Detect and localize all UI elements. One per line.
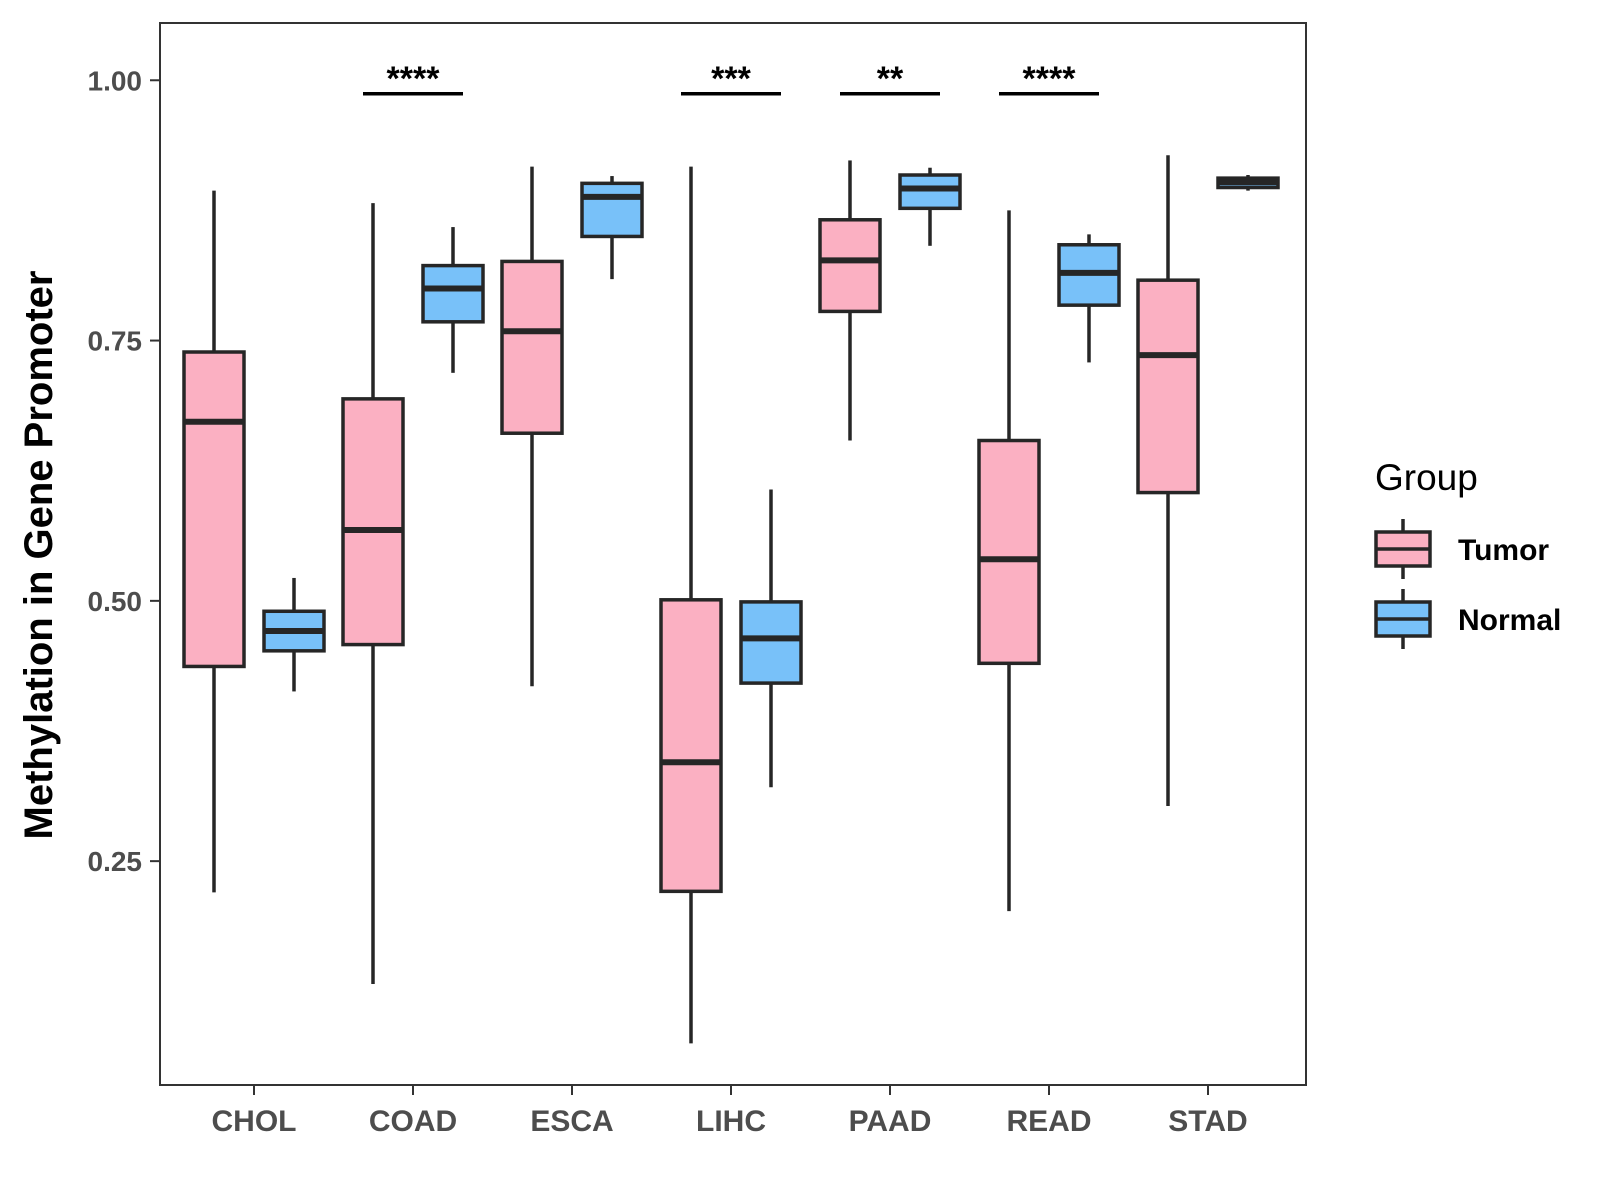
box-tumor-stad	[1136, 155, 1200, 806]
box-normal-chol	[262, 577, 326, 692]
x-tick-label: PAAD	[849, 1105, 932, 1138]
box-normal-read	[1057, 234, 1121, 363]
legend-label-tumor: Tumor	[1458, 534, 1549, 567]
box-body	[898, 173, 962, 211]
legend: Group Tumor Normal	[1374, 457, 1561, 649]
box-series	[182, 155, 1280, 1044]
box-body	[341, 397, 405, 647]
box-body	[580, 181, 644, 239]
box-tumor-paad	[818, 160, 882, 441]
box-body	[659, 598, 723, 894]
y-tick-label: 0.75	[88, 326, 143, 357]
box-tumor-coad	[341, 203, 405, 985]
box-body	[739, 600, 803, 685]
x-axis: CHOL COAD ESCA LIHC PAAD READ STAD	[212, 1085, 1248, 1138]
x-tick-label: LIHC	[696, 1105, 766, 1138]
box-body	[182, 350, 246, 669]
y-axis-title: Methylation in Gene Promoter	[17, 271, 61, 840]
legend-key-tumor	[1374, 519, 1432, 579]
box-tumor-lihc	[659, 166, 723, 1044]
legend-key-normal	[1374, 589, 1432, 649]
box-tumor-chol	[182, 190, 246, 893]
x-tick-label: READ	[1006, 1105, 1091, 1138]
y-tick-label: 1.00	[88, 65, 143, 96]
box-tumor-read	[977, 210, 1041, 912]
y-tick-label: 0.50	[88, 586, 143, 617]
box-body	[421, 263, 485, 324]
box-normal-lihc	[739, 489, 803, 788]
x-tick-label: ESCA	[530, 1105, 613, 1138]
x-tick-label: COAD	[369, 1105, 457, 1138]
box-tumor-esca	[500, 166, 564, 687]
legend-label-normal: Normal	[1458, 604, 1561, 637]
significance-label: **	[877, 60, 904, 98]
significance-annotations: **** *** ** ****	[363, 60, 1099, 98]
box-body	[1136, 278, 1200, 495]
significance-label: ****	[1023, 60, 1077, 98]
legend-title: Group	[1375, 457, 1478, 498]
significance-label: ****	[387, 60, 441, 98]
box-normal-esca	[580, 176, 644, 280]
plot-panel-border	[159, 22, 1307, 1086]
significance-label: ***	[711, 60, 751, 98]
box-normal-coad	[421, 227, 485, 373]
box-body	[500, 259, 564, 435]
box-normal-stad	[1216, 175, 1280, 191]
box-normal-paad	[898, 167, 962, 246]
box-body	[977, 438, 1041, 666]
box-body	[818, 218, 882, 314]
x-tick-label: STAD	[1168, 1105, 1247, 1138]
x-tick-label: CHOL	[212, 1105, 297, 1138]
y-axis: 0.25 0.50 0.75 1.00	[88, 65, 160, 877]
y-tick-label: 0.25	[88, 846, 143, 877]
